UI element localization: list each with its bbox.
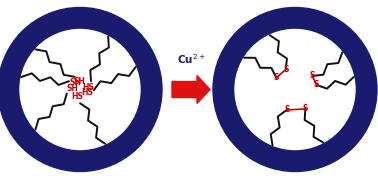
Circle shape — [235, 30, 355, 149]
Text: SH: SH — [66, 84, 78, 93]
Text: HS: HS — [82, 83, 94, 92]
Circle shape — [20, 30, 140, 149]
Text: S: S — [314, 80, 319, 90]
Text: S: S — [284, 105, 290, 114]
Text: HS: HS — [81, 88, 93, 97]
FancyArrow shape — [172, 76, 210, 103]
Text: SH: SH — [70, 78, 82, 87]
Circle shape — [0, 8, 162, 171]
Text: SH: SH — [74, 77, 86, 86]
Text: S: S — [303, 104, 308, 113]
Text: Cu$^{2+}$: Cu$^{2+}$ — [177, 53, 205, 66]
Text: S: S — [274, 73, 279, 82]
Text: S: S — [283, 65, 288, 74]
Circle shape — [213, 8, 377, 171]
Text: S: S — [310, 71, 315, 80]
Text: HS: HS — [71, 92, 83, 101]
